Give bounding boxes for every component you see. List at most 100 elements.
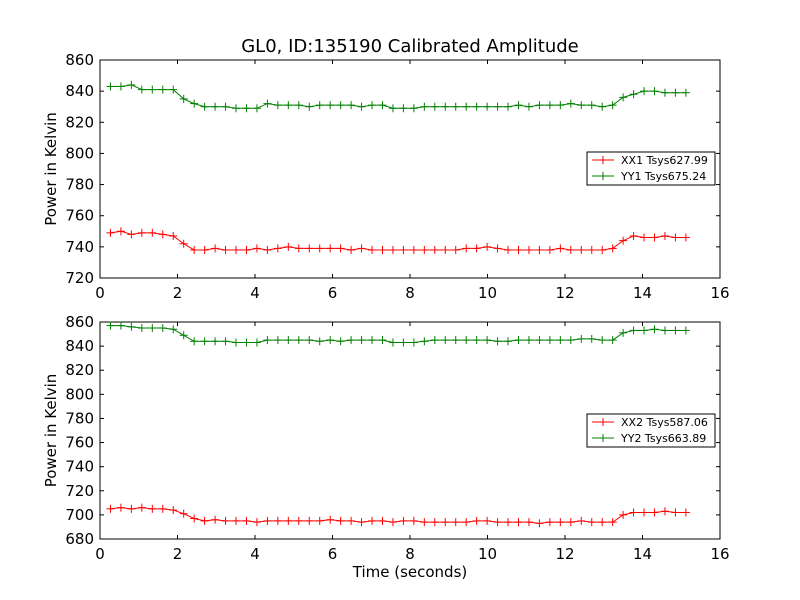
data-point [577, 101, 586, 110]
data-point [294, 101, 303, 110]
data-point [388, 338, 397, 347]
legend-item: YY1 Tsys675.24 [592, 170, 706, 183]
data-point [462, 518, 471, 527]
data-point [284, 101, 293, 110]
data-point [524, 102, 533, 111]
data-point [221, 245, 230, 254]
x-tick-label: 6 [328, 284, 338, 302]
y-axis-label: Power in Kelvin [42, 112, 60, 226]
data-point [294, 244, 303, 253]
data-point [483, 516, 492, 525]
x-tick-label: 8 [405, 545, 415, 563]
data-point [681, 326, 690, 335]
data-point [451, 102, 460, 111]
data-point [116, 503, 125, 512]
data-point [566, 336, 575, 345]
data-point [305, 102, 314, 111]
x-tick-label: 14 [633, 284, 652, 302]
data-point [598, 336, 607, 345]
data-point [640, 87, 649, 96]
data-point [273, 101, 282, 110]
y-tick-label: 780 [65, 176, 94, 194]
series-line [110, 507, 686, 524]
legend-item: YY2 Tsys663.89 [592, 432, 706, 445]
data-point [545, 245, 554, 254]
data-point [587, 101, 596, 110]
data-point [587, 518, 596, 527]
y-tick-label: 720 [65, 482, 94, 500]
data-point [357, 336, 366, 345]
data-point [619, 510, 628, 519]
data-point [451, 245, 460, 254]
data-point [441, 245, 450, 254]
data-point [200, 337, 209, 346]
data-point [671, 233, 680, 242]
data-point [587, 334, 596, 343]
y-tick-label: 700 [65, 506, 94, 524]
data-point [388, 518, 397, 527]
data-point [127, 80, 136, 89]
data-point [294, 336, 303, 345]
chart-title: GL0, ID:135190 Calibrated Amplitude [241, 36, 579, 57]
data-point [524, 518, 533, 527]
legend: XX1 Tsys627.99 YY1 Tsys675.24 [586, 151, 716, 186]
data-point [681, 88, 690, 97]
data-point [263, 245, 272, 254]
data-point [148, 504, 157, 513]
data-point [211, 102, 220, 111]
y-tick-label: 820 [65, 361, 94, 379]
data-point [577, 245, 586, 254]
data-point [315, 516, 324, 525]
data-point [221, 102, 230, 111]
data-point [535, 101, 544, 110]
plot-panel-1: 0 2 4 6 8 10 12 14 16 720 740 760 780 800 820 840 860 Pow… [42, 51, 730, 302]
data-point [493, 244, 502, 253]
data-point [681, 233, 690, 242]
x-axis-label: Time (seconds) [352, 563, 468, 581]
data-point [200, 245, 209, 254]
data-point [556, 244, 565, 253]
x-tick-label: 0 [95, 284, 105, 302]
data-point [535, 336, 544, 345]
y-tick-label: 840 [65, 337, 94, 355]
data-point [420, 337, 429, 346]
data-point [420, 518, 429, 527]
data-point [294, 516, 303, 525]
data-point [273, 244, 282, 253]
x-tick-label: 12 [555, 545, 574, 563]
data-point [493, 518, 502, 527]
data-point [200, 102, 209, 111]
data-point [671, 508, 680, 517]
data-point [472, 516, 481, 525]
data-point [660, 326, 669, 335]
data-point [650, 87, 659, 96]
data-point [190, 245, 199, 254]
data-point [336, 101, 345, 110]
data-point [671, 326, 680, 335]
data-point [232, 104, 241, 113]
data-point [263, 516, 272, 525]
data-point [577, 334, 586, 343]
data-point [273, 336, 282, 345]
x-tick-label: 10 [478, 284, 497, 302]
legend-box [586, 413, 716, 448]
data-point [409, 245, 418, 254]
data-point [472, 336, 481, 345]
data-point [127, 230, 136, 239]
plot-panel-2: 0 2 4 6 8 10 12 14 16 680 700 720 740 760 780 800 820 840… [42, 313, 730, 581]
data-point [378, 516, 387, 525]
data-point [566, 99, 575, 108]
data-point [232, 516, 241, 525]
data-point [430, 102, 439, 111]
data-point [619, 328, 628, 337]
x-tick-label: 0 [95, 545, 105, 563]
data-point [284, 336, 293, 345]
data-point [263, 99, 272, 108]
data-point [671, 88, 680, 97]
data-point [263, 336, 272, 345]
y-tick-label: 780 [65, 409, 94, 427]
data-point [106, 504, 115, 513]
x-tick-label: 2 [173, 545, 183, 563]
data-point [368, 101, 377, 110]
data-point [127, 504, 136, 513]
